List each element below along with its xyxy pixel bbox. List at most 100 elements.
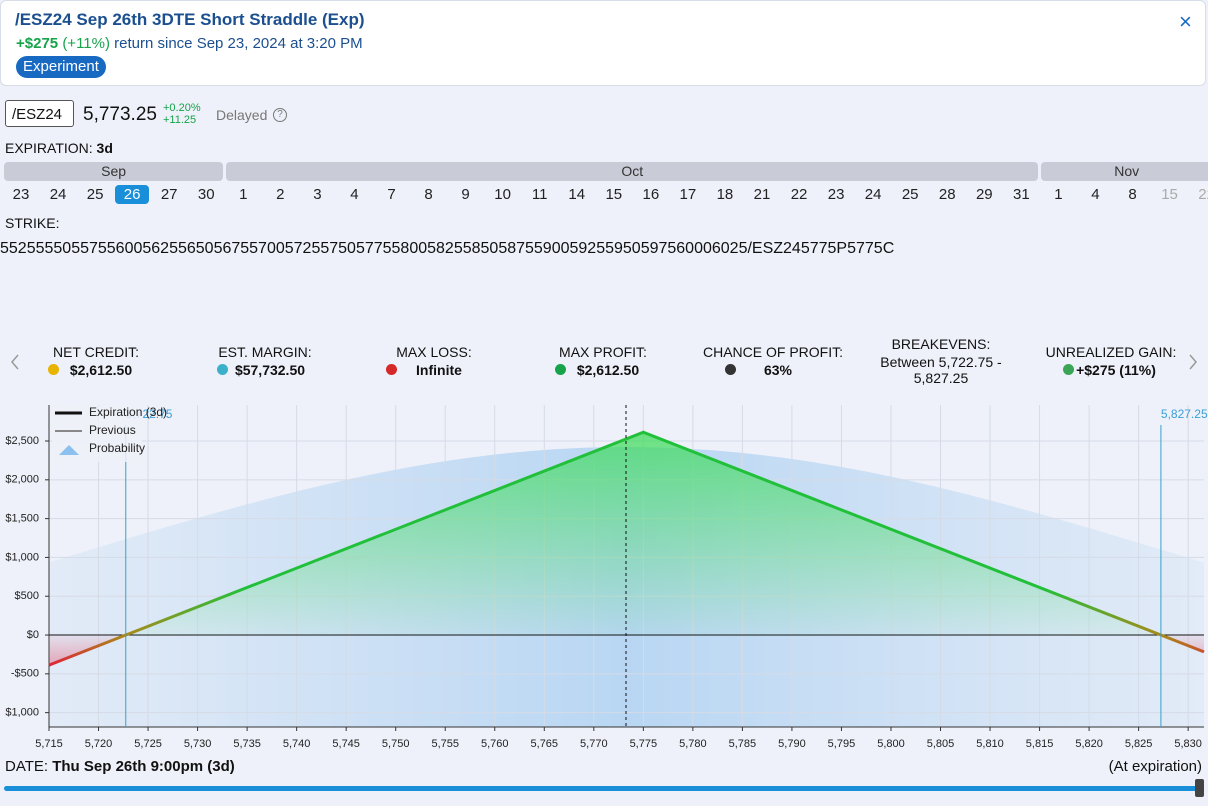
expiration-day[interactable]: 25 [901,186,919,203]
expiration-day[interactable]: 28 [938,186,956,203]
expiration-day[interactable]: 29 [975,186,993,203]
x-tick-label: 5,765 [531,738,559,750]
strike-svg: 5525555055755600562556505675570057255750… [0,240,894,258]
x-tick-label: 5,780 [679,738,707,750]
legend-label: Probability [89,441,145,455]
stat-icon [386,364,397,375]
expiration-value: 3d [96,140,113,156]
strike-label: 5675 [213,240,250,257]
date-slider[interactable] [4,786,1200,791]
x-tick-label: 5,725 [134,738,162,750]
strike-label: 5575 [71,240,107,257]
strategy-title: /ESZ24 Sep 26th 3DTE Short Straddle (Exp… [15,10,365,29]
expiration-day[interactable]: 24 [864,186,882,203]
expiration-day[interactable]: 1 [239,186,248,203]
legend-label: Previous [89,423,136,437]
stat-value: 63% [763,362,793,378]
expiration-day[interactable]: 15 [1161,186,1178,203]
x-tick-label: 5,805 [927,738,955,750]
expiration-day[interactable]: 25 [86,186,104,203]
stats-row: NET CREDIT: $2,612.50 EST. MARGIN: $57,732.… [0,336,1208,390]
x-tick-label: 5,785 [729,738,757,750]
expiration-day[interactable]: 17 [679,186,697,203]
expiration-day[interactable]: 8 [1128,186,1137,203]
strike-label: 5850 [462,240,499,257]
expiration-day[interactable]: 22 [790,186,808,203]
x-tick-label: 5,795 [828,738,856,750]
x-tick-label: 5,730 [184,738,212,750]
next-arrow[interactable] [1186,352,1200,372]
expiration-day[interactable]: 27 [160,186,178,203]
stat-value: Between 5,722.75 - 5,827.25 [880,354,1002,386]
y-tick-label: $500 [15,590,39,602]
expiration-day[interactable]: 14 [568,186,586,203]
stat-icon [1063,364,1074,375]
month-bar: Sep [4,162,224,181]
expiration-day[interactable]: 24 [49,186,67,203]
quote-price: 5,773.25 [83,104,157,125]
y-tick-label: $2,500 [5,435,39,447]
legend-label: Expiration (3d) [89,405,167,419]
change-pct: +0.20% [163,102,201,114]
x-tick-label: 5,750 [382,738,410,750]
month-bar: Oct [226,162,1039,181]
strike-label: 5625 [142,240,178,257]
expiration-day[interactable]: 23 [12,186,30,203]
close-button[interactable]: × [1179,9,1192,34]
x-tick-label: 5,715 [35,738,63,750]
return-text: return since Sep 23, 2024 at 3:20 PM [114,35,363,52]
expiration-day[interactable]: 30 [197,186,215,203]
expiration-day[interactable]: 21 [753,186,771,203]
x-tick-label: 5,775 [630,738,658,750]
breakeven-label: 5,827.25 [1161,407,1208,421]
return-pct: (+11%) [62,35,110,52]
quote-change: +0.20% +11.25 [163,102,201,126]
help-icon[interactable]: ? [273,108,287,122]
strike-label: 5725 [284,240,321,257]
expiration-day[interactable]: 3 [313,186,322,203]
expiration-day[interactable]: 26 [115,185,150,204]
strike-label: 6000 [676,240,712,257]
expiration-day[interactable]: 2 [276,186,285,203]
expiration-day[interactable]: 11 [531,186,548,203]
expiration-day[interactable]: 8 [424,186,433,203]
expiration-day[interactable]: 10 [494,186,511,203]
stat-value: +$275 (11%) [1076,362,1156,378]
x-tick-label: 5,800 [877,738,905,750]
change-abs: +11.25 [163,114,197,126]
loss-area [49,635,126,666]
stat-icon [725,364,736,375]
return-line: +$275 (+11%) return since Sep 23, 2024 a… [16,35,363,52]
x-tick-label: 5,830 [1174,738,1202,750]
expiration-day[interactable]: 4 [1091,186,1100,203]
prev-arrow[interactable] [8,352,22,372]
strike-label: 5925 [569,240,606,257]
experiment-tag[interactable]: Experiment [16,56,106,78]
strike-label: 5875 [498,240,534,257]
expiration-day[interactable]: 16 [642,186,660,203]
date-line: DATE: Thu Sep 26th 9:00pm (3d) [5,758,235,775]
x-tick-label: 5,745 [332,738,360,750]
stat-value: Infinite [416,362,462,378]
symbol-input[interactable]: /ESZ24 [5,100,74,127]
expiration-day[interactable]: 22 [1198,186,1208,203]
stat-icon [217,364,228,375]
expiration-day[interactable]: 23 [827,186,845,203]
profit-area [125,432,1161,636]
delayed-label: Delayed [216,107,268,123]
x-tick-label: 5,760 [481,738,509,750]
x-tick-label: 5,720 [85,738,113,750]
y-tick-label: $2,000 [5,474,39,486]
expiration-day[interactable]: 15 [605,186,623,203]
stat-label: UNREALIZED GAIN: [1045,344,1177,360]
expiration-day[interactable]: 1 [1054,186,1063,203]
strike-label: 5950 [605,240,641,257]
expiration-day[interactable]: 31 [1013,186,1030,203]
expiration-day[interactable]: 7 [387,186,396,203]
expiration-day[interactable]: 9 [461,186,470,203]
call-tag: 5775C [847,240,895,257]
slider-thumb[interactable] [1195,779,1204,797]
expiration-day[interactable]: 18 [716,186,734,203]
expiration-day[interactable]: 4 [350,186,359,203]
